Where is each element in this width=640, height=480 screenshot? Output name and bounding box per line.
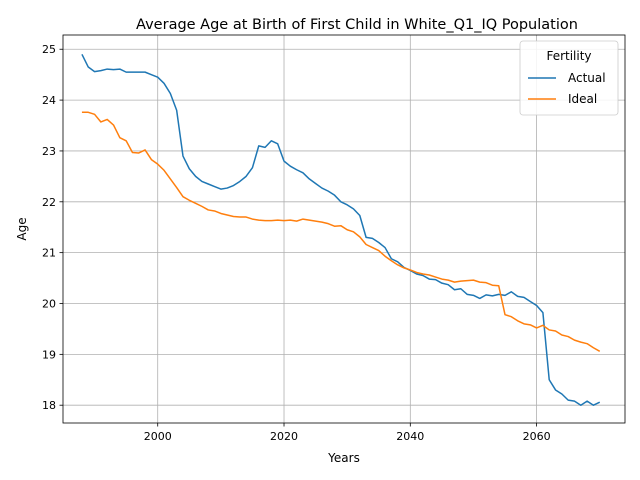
legend-label-ideal: Ideal [568,92,597,106]
x-tick-label: 2040 [396,430,424,443]
y-tick-label: 21 [42,247,56,260]
series-line-actual [81,53,601,406]
y-tick-label: 25 [42,43,56,56]
y-axis: 18 19 20 21 22 23 24 25 [42,43,63,412]
y-tick-label: 22 [42,196,56,209]
series-line-ideal [81,111,601,352]
chart-title: Average Age at Birth of First Child in W… [136,17,578,33]
y-axis-label: Age [15,217,29,240]
x-tick-label: 2000 [144,430,172,443]
y-tick-label: 18 [42,399,56,412]
x-axis: 2000 2020 2040 2060 [144,423,551,443]
y-tick-label: 20 [42,297,56,310]
x-tick-label: 2060 [523,430,551,443]
y-tick-label: 23 [42,145,56,158]
series-lines [81,53,601,406]
legend-title: Fertility [546,49,591,63]
y-tick-label: 19 [42,348,56,361]
legend-label-actual: Actual [568,71,606,85]
legend: Fertility Actual Ideal [519,40,619,116]
x-tick-label: 2020 [270,430,298,443]
plot-frame [62,34,626,424]
legend-box [519,40,619,116]
y-tick-label: 24 [42,94,56,107]
x-axis-label: Years [327,451,360,465]
